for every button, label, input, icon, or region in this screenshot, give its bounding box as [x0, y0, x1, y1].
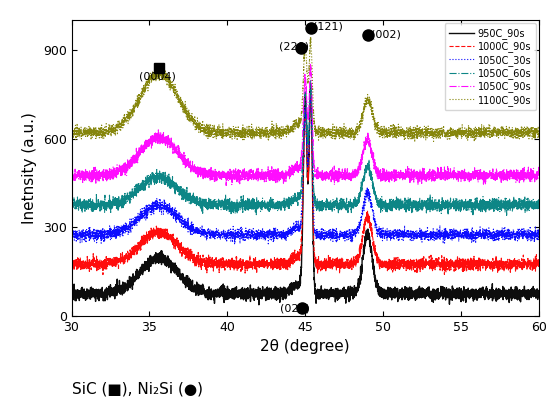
1050C_90s [290, 165, 297, 170]
1100C_90s [307, 35, 314, 40]
1050C_90s [223, 183, 229, 188]
950C_90s [256, 303, 262, 307]
1050C_30s [536, 237, 542, 242]
1000C_90s [265, 265, 271, 270]
1050C_90s [307, 62, 314, 67]
1050C_60s [307, 79, 314, 83]
1000C_90s [307, 93, 314, 98]
1050C_90s [536, 164, 542, 169]
1050C_90s [521, 171, 528, 176]
1050C_60s [503, 213, 510, 218]
1000C_90s [536, 260, 542, 265]
1050C_60s [498, 209, 505, 214]
1000C_90s [268, 262, 275, 266]
Line: 1050C_90s: 1050C_90s [72, 64, 539, 185]
1000C_90s [498, 260, 505, 264]
Y-axis label: Inetnsity (a.u.): Inetnsity (a.u.) [22, 112, 37, 224]
950C_90s [408, 289, 415, 294]
950C_90s [290, 285, 297, 290]
1050C_90s [408, 176, 415, 181]
1050C_60s [265, 200, 271, 205]
Text: (002): (002) [371, 30, 400, 39]
1050C_30s [68, 236, 75, 241]
Text: (021): (021) [280, 303, 310, 313]
1050C_90s [68, 173, 75, 178]
1100C_90s [411, 140, 418, 145]
1050C_90s [265, 174, 271, 179]
1050C_30s [498, 228, 505, 232]
950C_90s [265, 292, 271, 297]
1100C_90s [536, 130, 542, 135]
Text: SiC (■), Ni₂Si (●): SiC (■), Ni₂Si (●) [72, 382, 202, 397]
1000C_90s [100, 272, 106, 277]
1000C_90s [290, 250, 297, 255]
X-axis label: 2θ (degree): 2θ (degree) [261, 339, 350, 354]
950C_90s [268, 289, 275, 294]
1050C_60s [268, 205, 275, 210]
1050C_60s [536, 205, 542, 209]
1000C_90s [68, 258, 75, 263]
Legend: 950C_90s, 1000C_90s, 1050C_30s, 1050C_60s, 1050C_90s, 1100C_90s: 950C_90s, 1000C_90s, 1050C_30s, 1050C_60… [444, 23, 536, 111]
1100C_90s [265, 128, 271, 132]
Line: 1100C_90s: 1100C_90s [72, 37, 539, 142]
1050C_30s [521, 227, 528, 232]
1100C_90s [498, 124, 505, 128]
1050C_30s [268, 229, 275, 234]
1100C_90s [290, 122, 297, 127]
1050C_60s [290, 195, 297, 200]
Line: 950C_90s: 950C_90s [72, 83, 539, 305]
1100C_90s [521, 128, 528, 132]
950C_90s [68, 292, 75, 297]
Text: (220): (220) [279, 42, 309, 52]
Line: 1000C_90s: 1000C_90s [72, 96, 539, 275]
1100C_90s [68, 132, 75, 137]
1050C_60s [408, 200, 415, 205]
Line: 1050C_30s: 1050C_30s [72, 96, 539, 245]
Line: 1050C_60s: 1050C_60s [72, 81, 539, 215]
1050C_30s [307, 94, 314, 99]
Text: (0004): (0004) [139, 71, 175, 81]
1050C_60s [68, 198, 75, 203]
950C_90s [521, 291, 528, 296]
1050C_30s [265, 232, 271, 237]
1050C_90s [498, 171, 505, 176]
1000C_90s [408, 259, 415, 264]
950C_90s [307, 81, 314, 86]
1050C_60s [521, 194, 528, 199]
Text: (121): (121) [313, 22, 343, 32]
1100C_90s [268, 132, 275, 137]
950C_90s [536, 289, 542, 294]
1050C_90s [268, 164, 275, 169]
950C_90s [498, 292, 505, 296]
1050C_30s [408, 233, 415, 238]
1100C_90s [408, 129, 415, 134]
1000C_90s [521, 259, 528, 264]
1050C_30s [290, 220, 297, 225]
1050C_30s [265, 243, 272, 247]
